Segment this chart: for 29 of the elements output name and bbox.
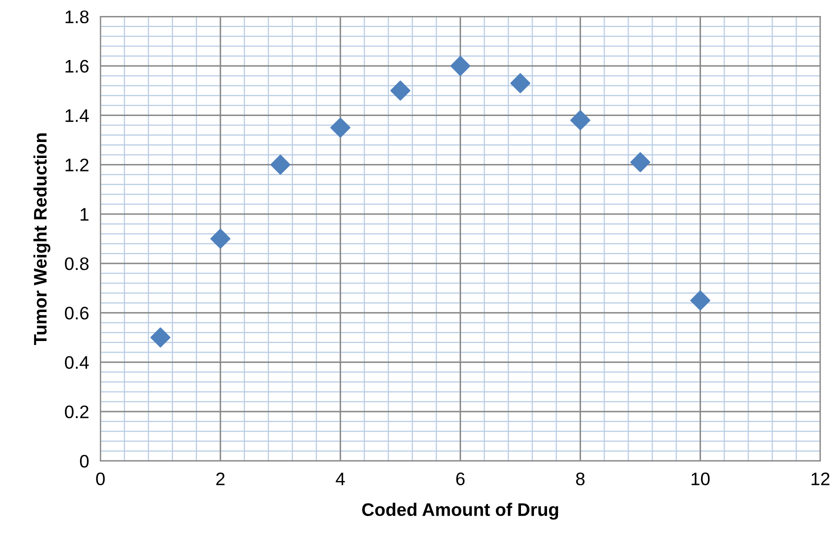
y-tick-label: 1.4 — [66, 109, 89, 122]
point — [510, 73, 530, 94]
point — [630, 152, 650, 172]
y-tick-label: 0.4 — [64, 356, 89, 369]
y-tick-label: 1 — [80, 208, 88, 221]
y-tick-label: 0.6 — [64, 306, 89, 320]
point — [390, 80, 410, 101]
y-tick-label: 0.2 — [64, 405, 88, 418]
x-tick-label: 2 — [216, 472, 225, 486]
y-tick-label: 1.6 — [66, 60, 89, 73]
y-axis-title: Tumor Weight Reduction — [33, 133, 50, 346]
x-tick-label: 4 — [336, 472, 345, 486]
x-tick-label: 12 — [812, 472, 830, 486]
y-tick-label: 1.2 — [66, 158, 88, 172]
y-tick-label: 1.8 — [66, 10, 89, 24]
point — [450, 56, 470, 76]
point — [270, 154, 290, 175]
x-tick-label: 10 — [692, 472, 710, 486]
y-tick-label: 0 — [80, 454, 89, 468]
x-tick-label: 8 — [576, 472, 585, 486]
x-tick-label: 0 — [96, 472, 105, 486]
point — [330, 118, 350, 138]
point — [570, 110, 590, 130]
x-tick-label: 6 — [456, 472, 465, 486]
y-tick-label: 0.8 — [64, 257, 89, 270]
point — [210, 228, 230, 249]
point — [690, 290, 710, 310]
x-axis-title: Coded Amount of Drug — [362, 502, 558, 520]
point — [150, 327, 170, 348]
